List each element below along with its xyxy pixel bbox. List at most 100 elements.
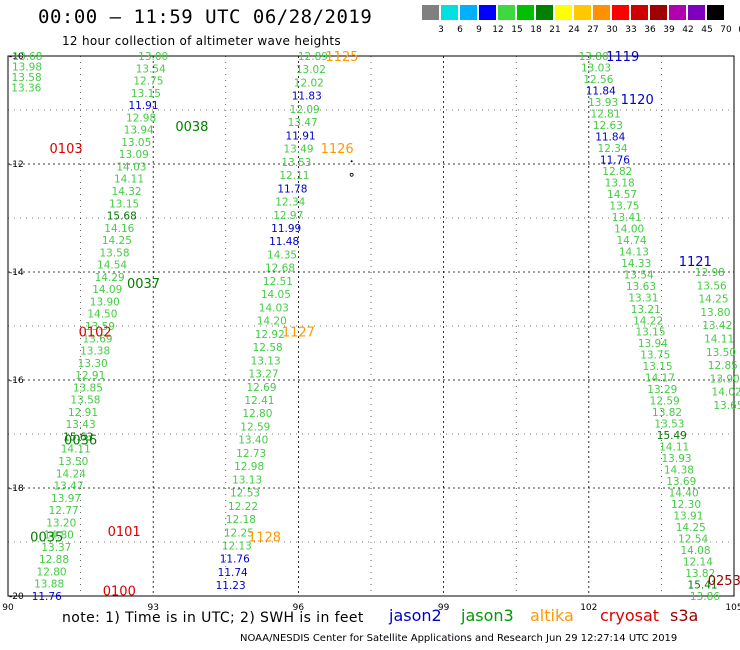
wave-height-value: 13.90 <box>710 373 740 385</box>
track-label: 0101 <box>108 525 141 540</box>
y-tick-label: -16 <box>9 376 24 386</box>
wave-height-value: 14.20 <box>257 316 287 328</box>
wave-height-value: 11.78 <box>277 183 307 195</box>
wave-height-value: 13.47 <box>53 481 83 493</box>
legend-swatch <box>593 5 610 20</box>
wave-height-value: 13.65 <box>713 400 740 412</box>
wave-height-value: 11.83 <box>292 91 322 103</box>
wave-height-value: 12.82 <box>602 166 632 178</box>
satellite-name-altika: altika <box>530 606 574 625</box>
wave-height-value: 12.98 <box>695 267 725 279</box>
wave-height-value: 13.31 <box>628 292 658 304</box>
legend-swatch <box>612 5 629 20</box>
wave-height-value: 12.25 <box>224 527 254 539</box>
wave-height-value: 13.41 <box>612 212 642 224</box>
wave-height-value: 12.98 <box>234 461 264 473</box>
wave-height-value: 12.88 <box>39 554 69 566</box>
wave-height-value: 13.13 <box>251 355 281 367</box>
wave-height-value: 12.81 <box>590 108 620 120</box>
track-marker <box>350 160 353 163</box>
track-label: 0036 <box>64 433 97 448</box>
legend-swatch <box>688 5 705 20</box>
wave-height-value: 13.97 <box>51 493 81 505</box>
satellite-name-jason3: jason3 <box>461 606 514 625</box>
track-label: 1119 <box>606 50 639 65</box>
wave-height-value: 14.11 <box>61 444 91 456</box>
wave-height-value: 12.69 <box>246 382 276 394</box>
legend-swatch <box>650 5 667 20</box>
wave-height-value: 12.14 <box>683 557 713 569</box>
wave-height-value: 13.20 <box>46 517 76 529</box>
wave-height-value: 13.98 <box>12 62 42 74</box>
wave-height-value: 13.69 <box>83 333 113 345</box>
wave-height-value: 12.68 <box>265 263 295 275</box>
legend-label: 12 <box>492 25 504 35</box>
wave-height-value: 14.08 <box>680 545 710 557</box>
wave-height-value: 14.50 <box>87 309 117 321</box>
wave-height-value: 13.29 <box>647 384 677 396</box>
wave-height-value: 13.40 <box>238 435 268 447</box>
wave-height-value: 12.89 <box>298 51 328 63</box>
wave-height-value: 12.54 <box>678 534 708 546</box>
track-label: 0035 <box>30 531 63 546</box>
wave-height-value: 11.76 <box>220 554 250 566</box>
wave-height-value: 13.94 <box>124 125 154 137</box>
wave-height-value: 13.93 <box>662 453 692 465</box>
track-label: 1120 <box>621 93 654 108</box>
track-label: 0102 <box>79 325 112 340</box>
page-title: 00:00 – 11:59 UTC 06/28/2019 <box>38 6 373 28</box>
wave-height-value: 13.30 <box>78 358 108 370</box>
wave-height-value: 12.58 <box>253 342 283 354</box>
wave-height-value: 11.76 <box>600 154 630 166</box>
wave-height-value: 13.00 <box>138 51 168 63</box>
wave-height-value: 14.25 <box>698 294 728 306</box>
wave-height-value: 15.63 <box>63 431 93 443</box>
wave-height-value: 11.84 <box>586 85 616 97</box>
wave-height-value: 13.59 <box>85 321 115 333</box>
wave-height-value: 13.53 <box>654 419 684 431</box>
wave-height-value: 13.88 <box>34 579 64 591</box>
legend-swatch <box>707 5 724 20</box>
wave-height-value: 14.32 <box>112 186 142 198</box>
legend-label: 6 <box>457 25 463 35</box>
wave-height-value: 14.03 <box>259 302 289 314</box>
wave-height-value: 12.09 <box>290 104 320 116</box>
x-tick-label: 96 <box>293 603 305 613</box>
legend-swatch <box>479 5 496 20</box>
wave-height-value: 13.09 <box>119 149 149 161</box>
wave-height-value: 13.50 <box>706 347 736 359</box>
wave-height-value: 13.49 <box>283 144 313 156</box>
wave-height-value: 11.76 <box>32 591 62 603</box>
wave-height-value: 13.03 <box>581 62 611 74</box>
wave-height-value: 12.22 <box>228 501 258 513</box>
wave-height-value: 14.13 <box>619 246 649 258</box>
wave-height-value: 13.86 <box>690 591 720 603</box>
wave-height-value: 13.37 <box>41 542 71 554</box>
page-subtitle: 12 hour collection of altimeter wave hei… <box>62 34 341 48</box>
track-label: 1121 <box>679 255 712 270</box>
wave-height-value: 13.50 <box>58 456 88 468</box>
legend-label: 18 <box>530 25 542 35</box>
wave-height-value: 13.58 <box>70 395 100 407</box>
x-tick-label: 102 <box>580 603 597 613</box>
wave-height-value: 12.80 <box>242 408 272 420</box>
y-tick-label: -12 <box>9 160 24 170</box>
wave-height-value: 12.18 <box>226 514 256 526</box>
wave-height-value: 12.51 <box>263 276 293 288</box>
y-tick-label: -20 <box>9 592 24 602</box>
wave-height-value: 13.80 <box>700 307 730 319</box>
wave-height-value: 14.38 <box>664 465 694 477</box>
wave-height-value: 14.25 <box>102 235 132 247</box>
wave-height-value: 13.58 <box>99 247 129 259</box>
legend-swatch <box>422 5 439 20</box>
y-tick-label: -18 <box>9 484 24 494</box>
wave-height-value: 12.30 <box>671 499 701 511</box>
wave-height-value: 13.68 <box>12 51 42 63</box>
wave-height-value: 14.33 <box>621 258 651 270</box>
wave-height-value: 13.75 <box>609 200 639 212</box>
satellite-name-jason2: jason2 <box>389 606 442 625</box>
track-label: 1128 <box>248 531 281 546</box>
wave-height-value: 14.09 <box>92 284 122 296</box>
x-tick-label: 93 <box>147 603 158 613</box>
